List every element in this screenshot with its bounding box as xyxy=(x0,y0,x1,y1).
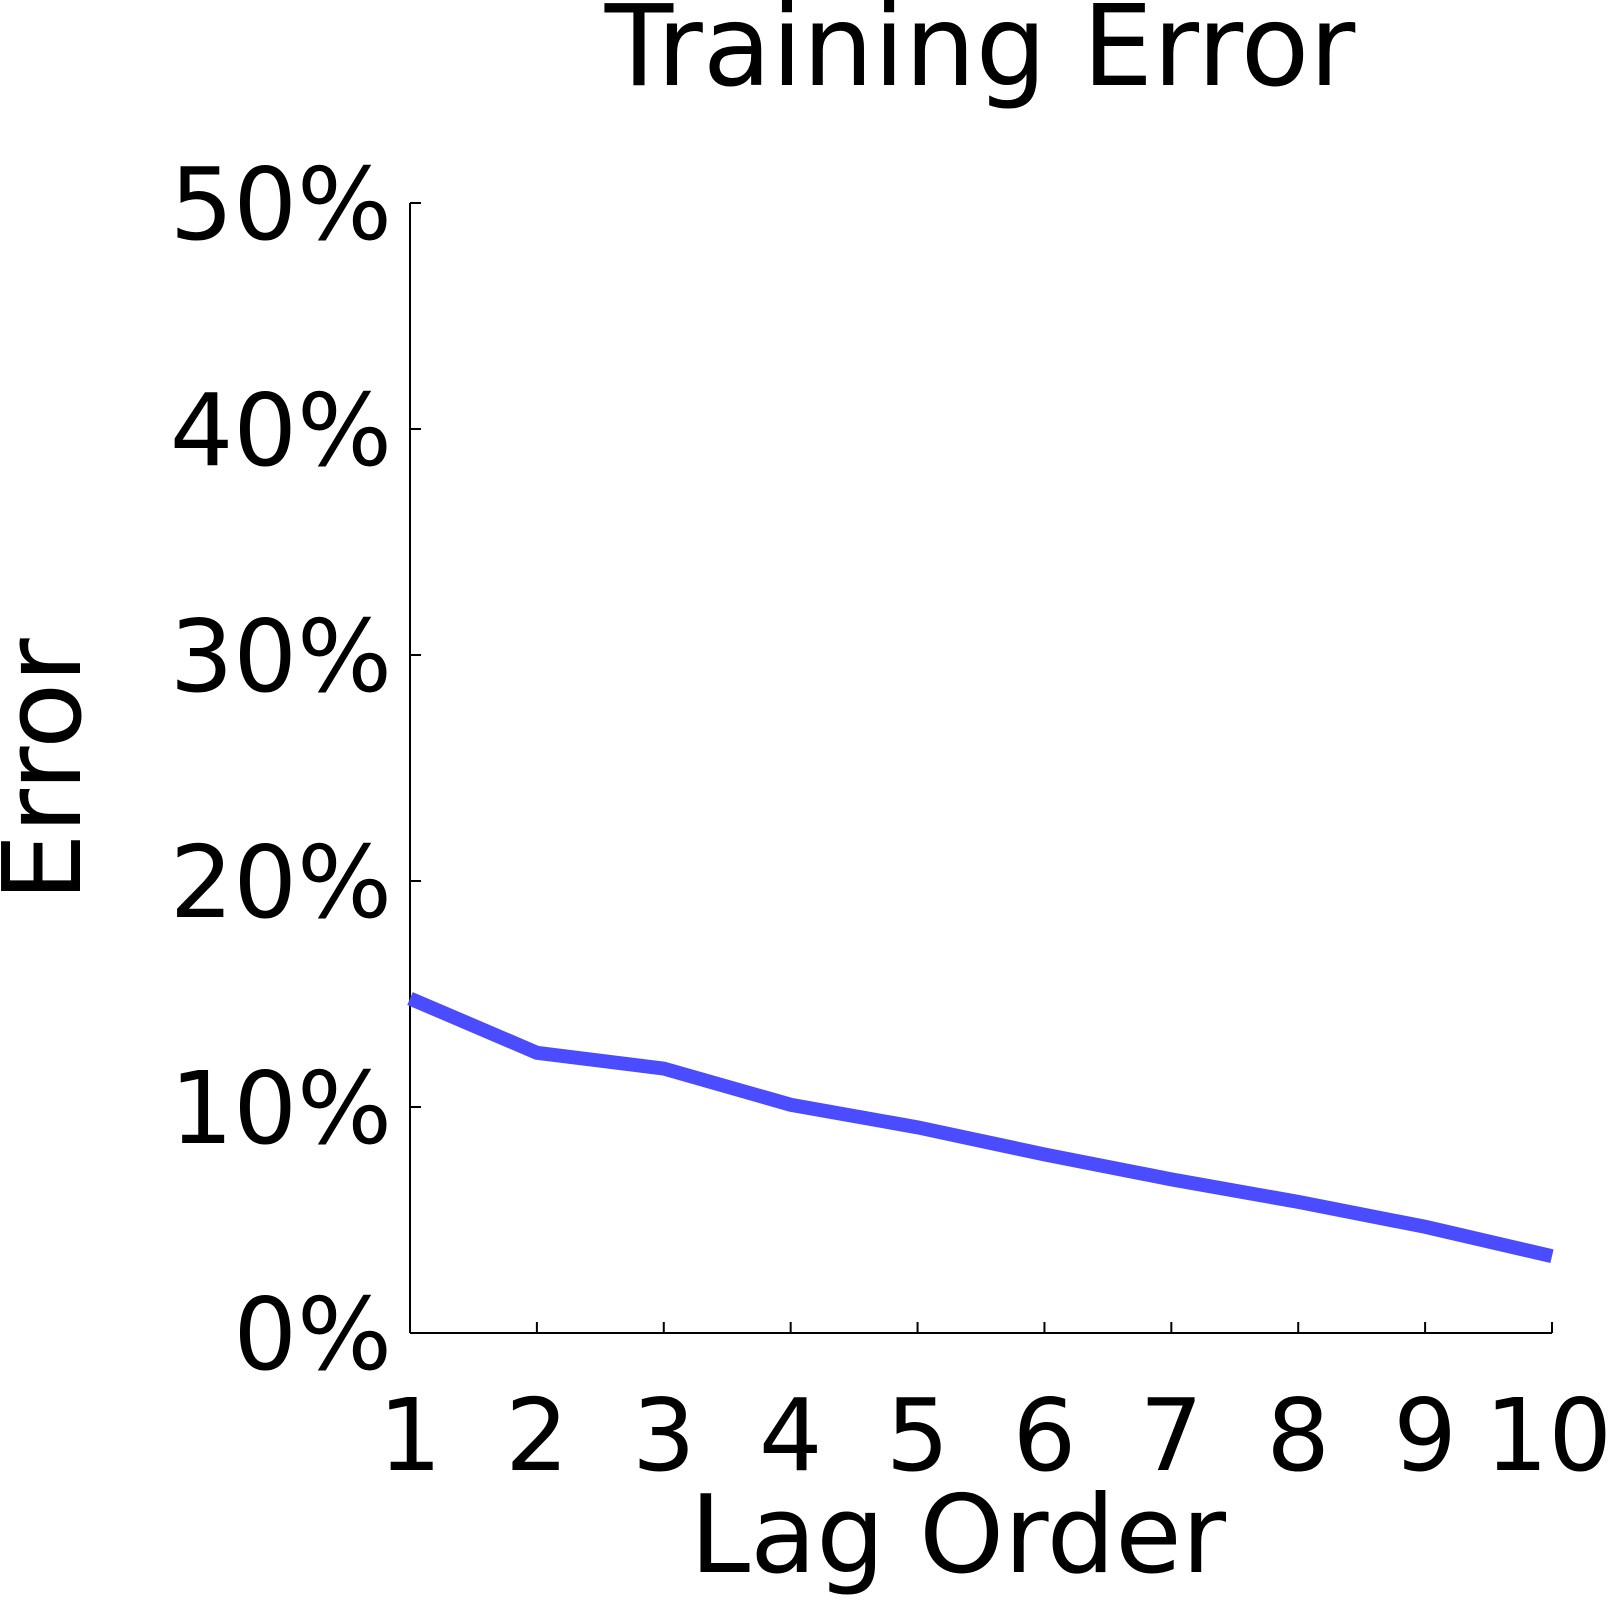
series xyxy=(407,992,1554,1263)
axes xyxy=(409,203,1552,1334)
x-tick-label: 2 xyxy=(505,1377,569,1494)
y-tick-label: 0% xyxy=(233,1276,392,1393)
x-tick-label: 1 xyxy=(378,1377,442,1494)
series-line xyxy=(407,992,1554,1263)
x-axis-label: Lag Order xyxy=(690,1473,1227,1598)
x-tick-label: 7 xyxy=(1140,1377,1204,1494)
x-tick-label: 8 xyxy=(1266,1377,1330,1494)
y-tick-label: 40% xyxy=(170,372,392,489)
ticks: 0% 10% 20% 30% 40% 50% 1 2 3 4 5 6 7 8 9 10 xyxy=(170,146,1612,1494)
x-tick-label: 3 xyxy=(632,1377,696,1494)
y-tick-label: 30% xyxy=(170,598,392,715)
x-tick-label: 9 xyxy=(1393,1377,1457,1494)
x-tick-label: 5 xyxy=(886,1377,950,1494)
x-tick-label: 4 xyxy=(759,1377,823,1494)
x-tick-label: 6 xyxy=(1013,1377,1077,1494)
y-tick-label: 10% xyxy=(170,1050,392,1167)
y-tick-label: 20% xyxy=(170,824,392,941)
chart-title: Training Error xyxy=(604,0,1356,112)
y-tick-label: 50% xyxy=(170,146,392,263)
y-axis-label: Error xyxy=(0,638,106,902)
x-tick-label: 10 xyxy=(1485,1377,1612,1494)
